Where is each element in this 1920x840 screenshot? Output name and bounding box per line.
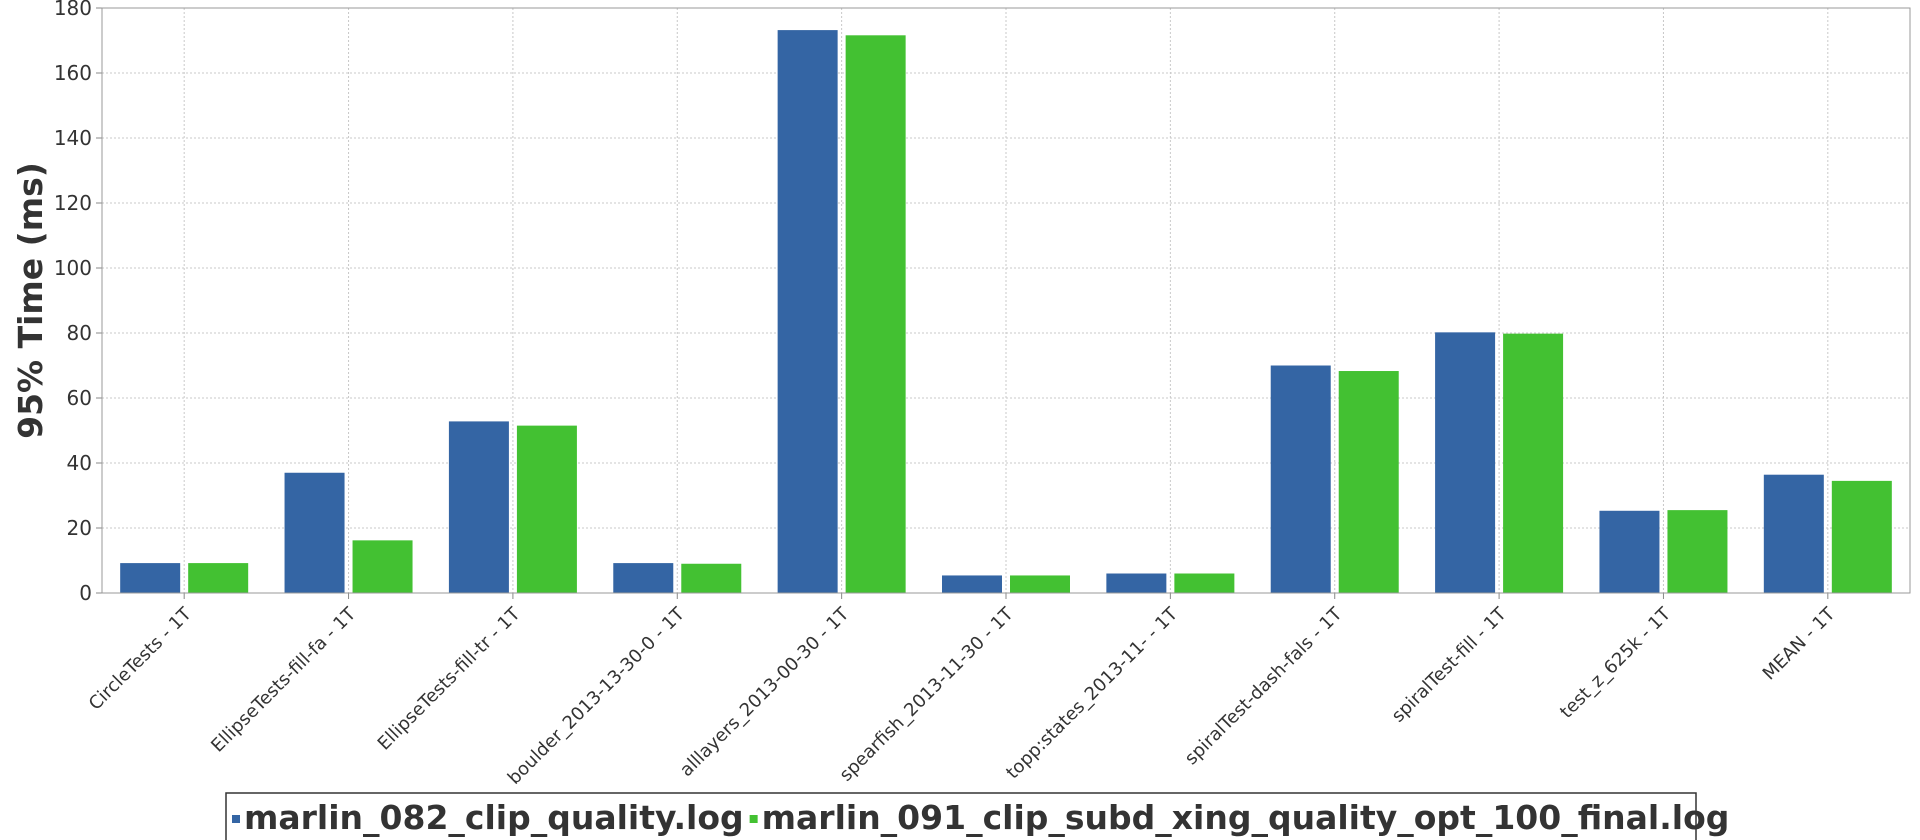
legend-box: [225, 792, 1697, 840]
y-tick-label: 100: [54, 256, 92, 280]
bar-series-2: [188, 563, 249, 593]
y-tick-label: 180: [54, 0, 92, 20]
y-tick-label: 20: [67, 516, 92, 540]
bar-series-1: [613, 563, 674, 593]
x-tick-label: CircleTests - 1T: [85, 603, 197, 715]
x-tick-label: spiralTest-fill - 1T: [1388, 603, 1512, 727]
legend-label: marlin_082_clip_quality.log: [244, 798, 744, 837]
legend-swatch: [749, 815, 758, 823]
bar-series-1: [777, 30, 838, 594]
y-tick-label: 0: [79, 581, 92, 605]
bar-series-2: [1667, 510, 1728, 593]
x-tick-label: topp:states_2013-11- - 1T: [1002, 603, 1182, 783]
bar-series-1: [284, 472, 345, 593]
y-tick-label: 140: [54, 126, 92, 150]
bar-series-1: [942, 575, 1002, 593]
bar-series-2: [352, 540, 413, 593]
y-tick-label: 120: [54, 191, 92, 215]
bar-series-2: [1503, 333, 1564, 593]
bar-series-1: [120, 563, 181, 593]
bar-series-1: [1106, 573, 1167, 593]
legend-swatch: [232, 815, 240, 823]
bar-series-1: [1763, 474, 1824, 593]
bar-series-2: [516, 425, 577, 593]
bars-layer: [120, 30, 1892, 594]
x-tick-label: spiralTest-dash-fals - 1T: [1181, 603, 1347, 769]
legend-label: marlin_091_clip_subd_xing_quality_opt_10…: [762, 798, 1730, 837]
bar-series-2: [681, 563, 742, 593]
bar-series-2: [1174, 573, 1235, 593]
x-tick-label: alllayers_2013-00-30 - 1T: [676, 603, 854, 781]
x-tick-label: EllipseTests-fill-tr - 1T: [374, 603, 526, 755]
grid-layer: [102, 7, 1910, 594]
bar-series-2: [1010, 575, 1070, 593]
x-tick-label: EllipseTests-fill-fa - 1T: [207, 603, 361, 757]
bar-series-1: [448, 421, 509, 593]
bar-series-2: [845, 35, 906, 594]
axis-layer: 0 20 40 60 80 100 120 140 160 180 CircleTests - 1T…: [54, 0, 1911, 789]
plot-frame: [101, 7, 1911, 594]
y-tick-label: 60: [67, 386, 92, 410]
legend: marlin_082_clip_quality.log marlin_091_cl…: [225, 792, 1730, 840]
bar-series-1: [1270, 365, 1331, 593]
bar-series-1: [1435, 332, 1496, 593]
y-axis-label: 95% Time (ms): [11, 162, 50, 439]
bar-series-1: [1599, 510, 1660, 593]
x-tick-label: boulder_2013-13-30-0 - 1T: [504, 603, 690, 789]
y-tick-label: 160: [54, 61, 92, 85]
x-tick-label: test_z_625k - 1T: [1556, 603, 1676, 723]
x-tick-label: spearfish_2013-11-30 - 1T: [835, 603, 1018, 786]
bar-series-2: [1338, 371, 1399, 593]
x-tick-label: MEAN - 1T: [1759, 603, 1840, 684]
bar-series-2: [1831, 480, 1892, 593]
y-tick-label: 80: [67, 321, 92, 345]
y-tick-label: 40: [67, 451, 92, 475]
